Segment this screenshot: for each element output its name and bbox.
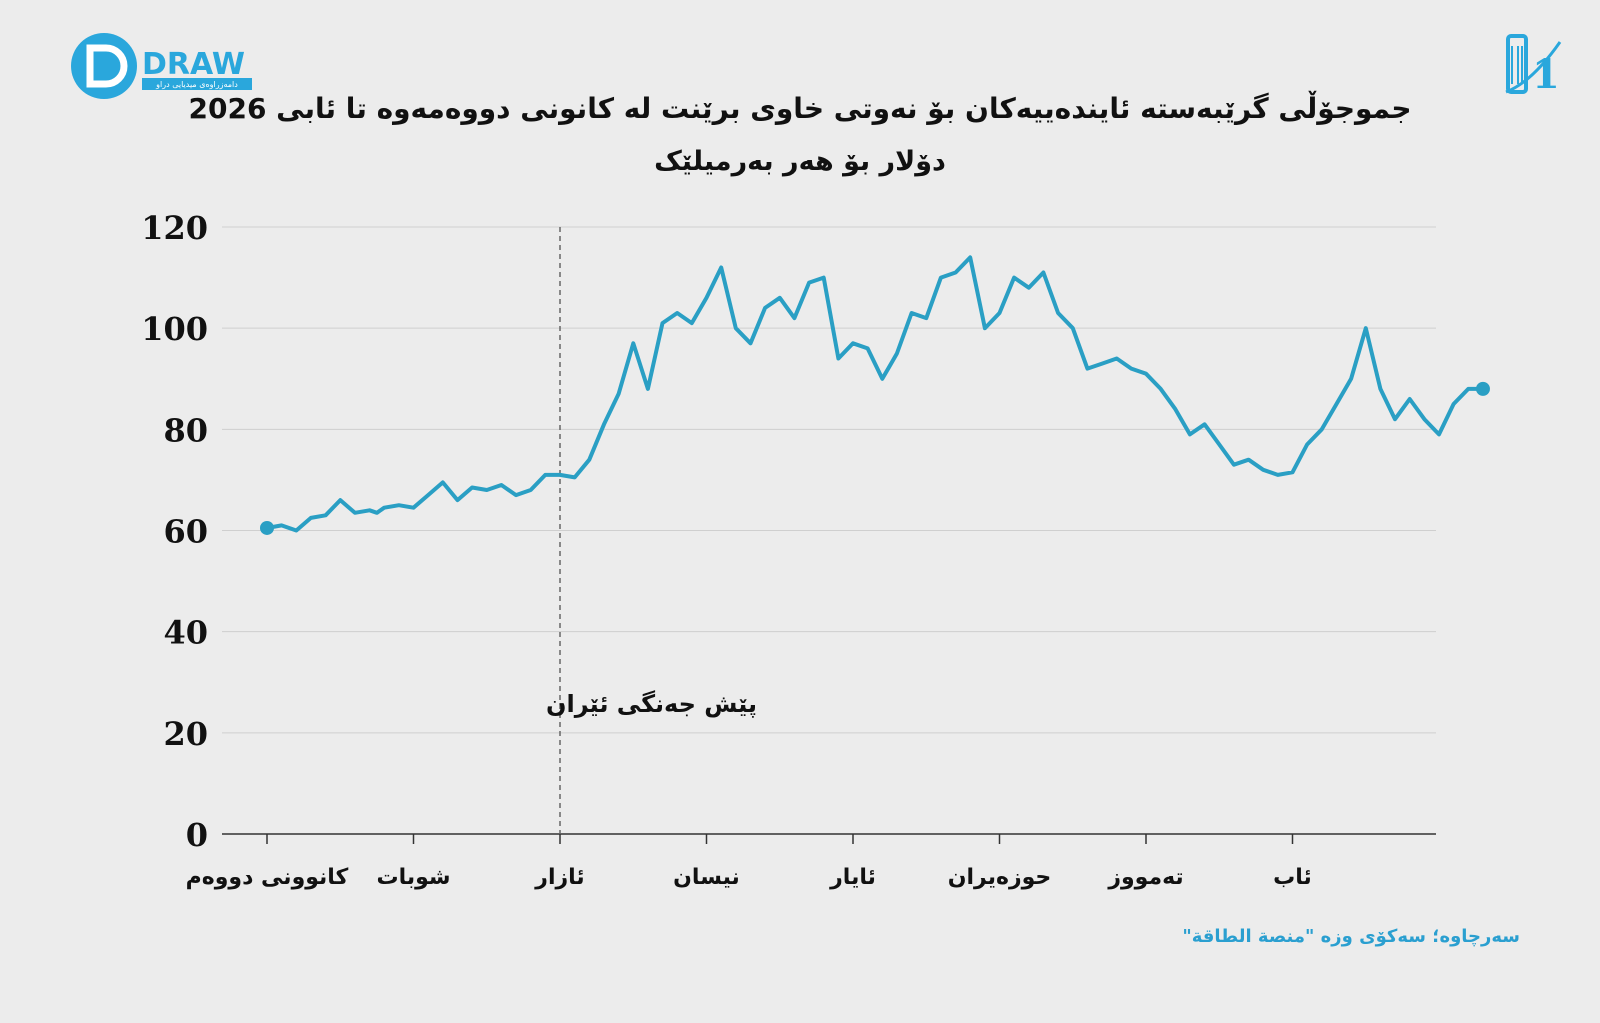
x-tick-label: نیسان [673, 865, 740, 890]
y-tick-label: 60 [163, 513, 208, 551]
x-tick-label: ئاب [1273, 865, 1312, 890]
y-tick-label: 120 [141, 209, 208, 247]
chart-title: جموجۆڵی گرێبەستە ئایندەییەکان بۆ نەوتی خ… [188, 92, 1412, 125]
draw-logo-tagline: دامەزراوەی میدیایی دراو [155, 80, 238, 89]
channel-logo: 1 [1505, 34, 1562, 98]
y-tick-label: 20 [163, 715, 208, 753]
y-tick-label: 40 [163, 614, 208, 652]
end-point [1475, 381, 1490, 396]
draw-logo-text: DRAW [142, 47, 245, 82]
start-point [260, 520, 274, 535]
x-tick-label: ئازار [534, 865, 584, 890]
draw-logo: DRAW دامەزراوەی میدیایی دراو [71, 33, 252, 99]
y-tick-label: 0 [186, 816, 208, 854]
x-tick-label: کانوونی دووەم [186, 865, 349, 890]
source-note: سەرچاوە؛ سەکۆی وزە "منصة الطاقة" [1182, 926, 1520, 947]
channel-logo-numeral: 1 [1532, 51, 1560, 98]
y-tick-label: 100 [141, 310, 208, 348]
chart-subtitle: دۆلار بۆ هەر بەرمیلێک [654, 146, 946, 177]
y-tick-label: 80 [163, 411, 208, 449]
x-tick-label: حوزەیران [948, 865, 1052, 890]
x-tick-label: تەمووز [1107, 865, 1183, 890]
price-line [265, 255, 1485, 533]
annotation-label: پێش جەنگی ئێران [546, 690, 757, 718]
x-tick-label: شوبات [376, 865, 450, 890]
channel-logo-pillar [1506, 34, 1528, 94]
x-tick-label: ئایار [829, 865, 876, 890]
